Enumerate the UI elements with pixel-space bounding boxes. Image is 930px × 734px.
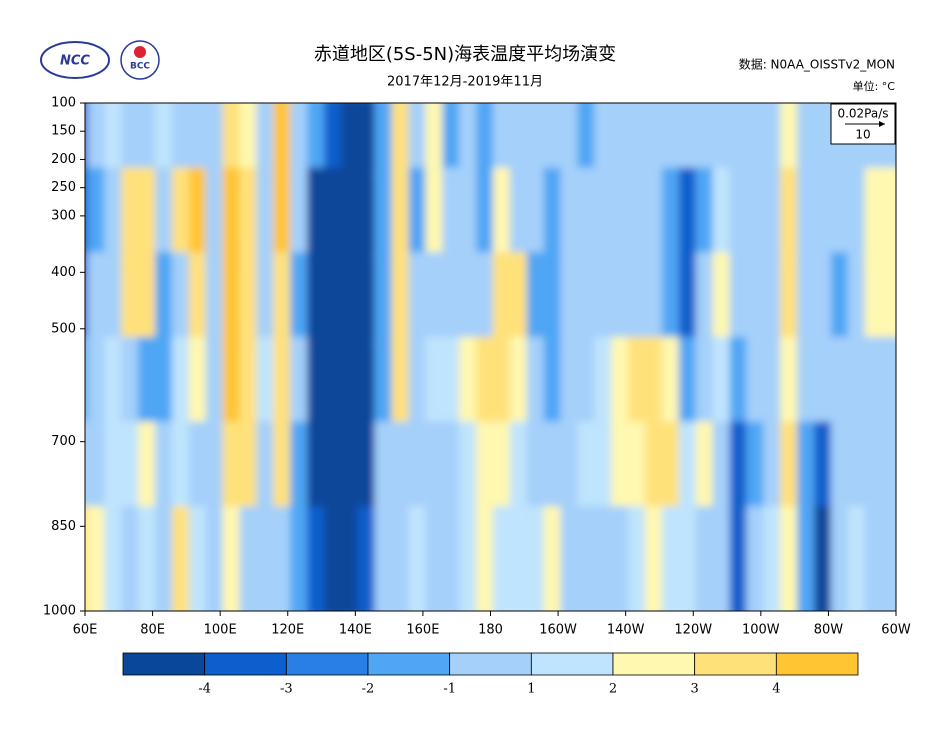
x-tick-label: 180 — [478, 623, 503, 638]
colorbar-label: 2 — [609, 682, 617, 697]
x-tick-label: 120W — [674, 623, 712, 638]
vector-key: 0.02Pa/s 10 — [830, 103, 896, 145]
field-cell — [881, 167, 896, 265]
field-cell — [881, 421, 896, 519]
x-tick-label: 80W — [814, 623, 844, 638]
y-tick-label: 200 — [51, 152, 76, 167]
logo-bcc: BCC — [120, 40, 160, 80]
chart-subtitle: 2017年12月-2019年11月 — [387, 75, 543, 90]
field-cell — [881, 252, 896, 349]
colorbar-box — [530, 652, 614, 676]
field-cells — [85, 103, 896, 611]
x-tick-label: 120E — [271, 623, 304, 638]
colorbar-label: -2 — [362, 682, 375, 697]
logo-ncc: NCC — [40, 41, 110, 79]
unit: 单位: °C — [853, 79, 896, 93]
x-tick-label: 60E — [73, 623, 98, 638]
colorbar-label: 3 — [691, 682, 699, 697]
colorbar-box — [285, 652, 369, 676]
colorbar-label: -3 — [280, 682, 293, 697]
y-tick-label: 300 — [51, 208, 76, 223]
colorbar-box — [612, 652, 696, 676]
colorbar-box — [775, 652, 859, 676]
x-tick-label: 140E — [339, 623, 372, 638]
colorbar-label: 1 — [527, 682, 535, 697]
x-tick-label: 140W — [607, 623, 645, 638]
colorbar-label: 4 — [772, 682, 780, 697]
y-tick-label: 500 — [51, 321, 76, 336]
y-tick-label: 1000 — [43, 604, 76, 619]
chart-title: 赤道地区(5S-5N)海表温度平均场演变 — [314, 44, 616, 65]
y-tick-label: 850 — [51, 519, 76, 534]
x-tick-label: 100W — [742, 623, 780, 638]
data-source: 数据: N0AA_OISSTv2_MON — [739, 57, 895, 72]
vector-key-head — [879, 121, 885, 127]
logo-text: NCC — [60, 54, 90, 69]
y-tick-label: 700 — [51, 434, 76, 449]
x-tick-label: 160W — [539, 623, 577, 638]
x-tick-label: 160E — [406, 623, 439, 638]
colorbar-label: -4 — [198, 682, 211, 697]
field-cell — [881, 336, 896, 434]
y-tick-label: 250 — [51, 180, 76, 195]
x-tick-label: 100E — [204, 623, 237, 638]
x-tick-label: 80E — [140, 623, 165, 638]
logo-text: BCC — [130, 62, 150, 72]
colorbar-label: -1 — [443, 682, 456, 697]
y-tick-label: 150 — [51, 124, 76, 139]
colorbar-box — [367, 652, 451, 676]
colorbar-box — [449, 652, 532, 676]
y-tick-label: 400 — [51, 265, 76, 280]
colorbar-box — [122, 652, 206, 676]
vector-key-scale: 10 — [855, 128, 870, 142]
colorbar-box — [204, 652, 287, 676]
vector-key-label: 0.02Pa/s — [837, 107, 888, 121]
colorbar-box — [694, 652, 777, 676]
field — [85, 103, 896, 611]
field-cell — [881, 506, 896, 611]
y-tick-label: 100 — [51, 96, 76, 111]
x-tick-label: 60W — [881, 623, 911, 638]
